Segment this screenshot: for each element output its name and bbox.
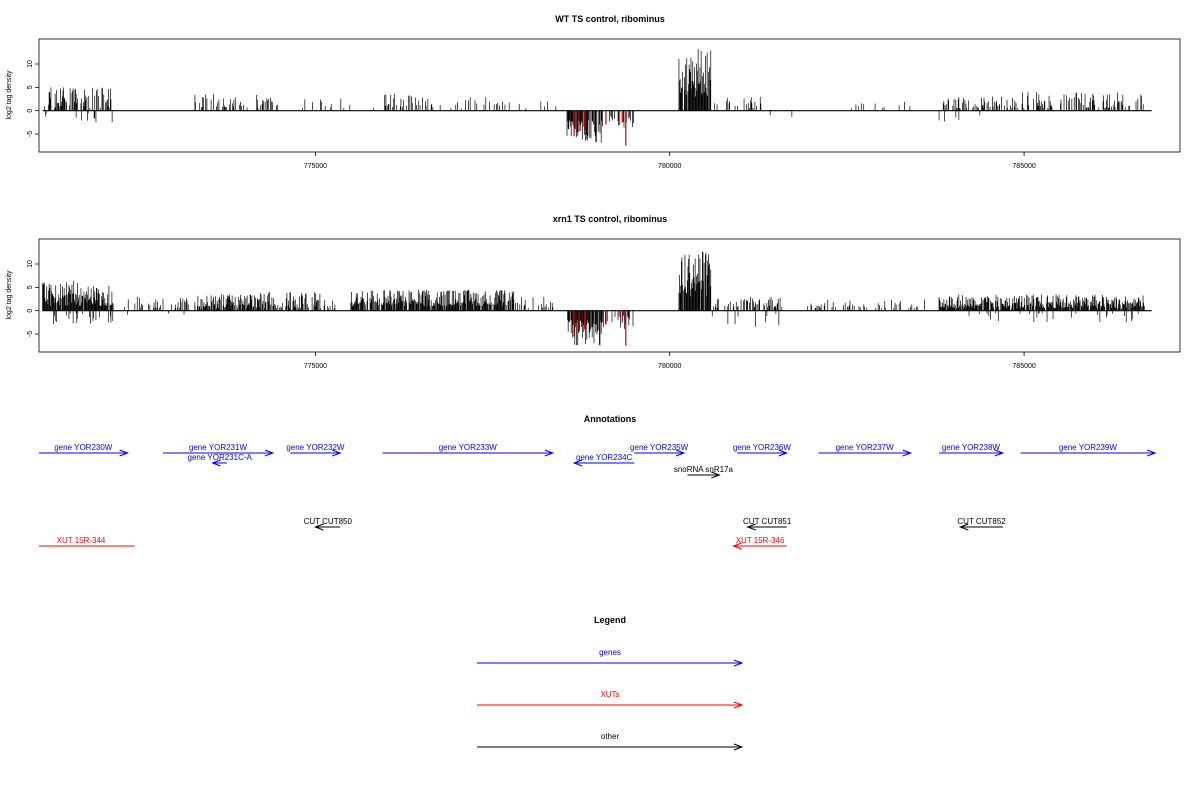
y-tick-label: -5 [27, 131, 34, 137]
annotation-feature: gene YOR237W [818, 443, 913, 457]
arrow-head [733, 743, 744, 751]
y-tick-label: 0 [27, 109, 34, 113]
annotation-feature: CUT CUT851 [743, 517, 792, 531]
x-tick-label: 780000 [658, 163, 681, 170]
axes-xrn1: -5 0 5 10 775000 780000 785000 [27, 260, 1036, 370]
arrow-head [264, 449, 275, 457]
y-axis-label-wt: log2 tag density [6, 70, 13, 120]
axes-wt: -5 0 5 10 775000 780000 785000 [27, 60, 1036, 170]
annotation-feature: gene YOR231W [163, 443, 275, 457]
legend-items: genes XUTs other [477, 648, 744, 751]
annotation-label: gene YOR234C [576, 453, 633, 462]
signal-bars-wt [42, 49, 1152, 146]
arrow-head [778, 449, 789, 457]
x-tick-label: 775000 [304, 163, 327, 170]
arrow-head [313, 523, 324, 531]
arrow-head [211, 459, 221, 467]
panel-wt: WT TS control, ribominus log2 tag densit… [6, 14, 1181, 170]
annotation-feature: gene YOR232W [286, 443, 345, 457]
annotation-feature: gene YOR234C [572, 453, 635, 467]
x-tick-label: 785000 [1012, 163, 1035, 170]
legend-label: other [601, 732, 620, 741]
plot-frame-xrn1 [38, 238, 1181, 353]
annotation-label: gene YOR239W [1059, 443, 1118, 452]
y-axis-label-xrn1: log2 tag density [6, 270, 13, 320]
panel-title-xrn1: xrn1 TS control, ribominus [553, 214, 668, 224]
y-tick-label: 0 [27, 309, 34, 313]
annotation-label: gene YOR236W [733, 443, 792, 452]
signal-bars-xrn1 [42, 251, 1152, 346]
annotation-label: XUT 15R-344 [57, 536, 106, 545]
x-tick-label: 775000 [304, 363, 327, 370]
panel-xrn1: xrn1 TS control, ribominus log2 tag dens… [6, 214, 1181, 370]
legend-item-other: other [477, 732, 744, 751]
annotation-label: gene YOR233W [439, 443, 498, 452]
annotation-label: CUT CUT851 [743, 517, 792, 526]
arrow-head [711, 471, 721, 479]
annotation-label: gene YOR230W [54, 443, 113, 452]
legend-label: genes [599, 648, 621, 657]
annotations-track: Annotations gene YOR230W gene YOR231Wgene… [39, 414, 1157, 550]
arrow-head [572, 459, 583, 467]
y-tick-label: -5 [27, 331, 34, 337]
legend-item-xuts: XUTs [477, 690, 744, 709]
legend-title: Legend [594, 615, 626, 625]
annotation-feature: XUT 15R-344 [39, 536, 135, 547]
annotation-feature: CUT CUT852 [957, 517, 1006, 531]
annotation-feature: gene YOR233W [382, 443, 555, 457]
annotation-feature: gene YOR235W [630, 443, 689, 457]
arrow-head [1147, 449, 1157, 457]
arrow-head [732, 542, 742, 550]
panel-title-wt: WT TS control, ribominus [555, 14, 665, 24]
arrow-head [119, 449, 130, 457]
annotation-feature: gene YOR236W [733, 443, 792, 457]
annotation-label: gene YOR231W [189, 443, 248, 452]
arrow-head [902, 449, 913, 457]
annotation-label: XUT 15R-346 [736, 536, 785, 545]
annotation-label: snoRNA snR17a [674, 465, 734, 474]
annotation-label: CUT CUT852 [957, 517, 1006, 526]
annotation-feature: CUT CUT850 [304, 517, 353, 531]
plot-frame-wt [38, 38, 1181, 153]
annotation-feature: gene YOR239W [1020, 443, 1157, 457]
legend-item-genes: genes [477, 648, 744, 667]
legend-label: XUTs [600, 690, 619, 699]
annotation-label: gene YOR238W [942, 443, 1001, 452]
annotation-feature: gene YOR231C-A [188, 453, 253, 467]
annotation-feature: snoRNA snR17a [674, 465, 734, 479]
arrow-head [332, 449, 342, 457]
annotation-label: CUT CUT850 [304, 517, 353, 526]
annotation-label: gene YOR237W [836, 443, 895, 452]
annotation-feature: XUT 15R-346 [732, 536, 787, 550]
annotation-feature: gene YOR238W [939, 443, 1005, 457]
y-tick-label: 10 [27, 60, 34, 68]
arrow-head [746, 523, 756, 531]
legend: Legend genes XUTs other [477, 615, 744, 751]
arrow-head [994, 449, 1005, 457]
annotation-feature: gene YOR230W [39, 443, 130, 457]
arrow-head [675, 449, 686, 457]
annotation-label: gene YOR231C-A [188, 453, 253, 462]
arrow-head [733, 659, 744, 667]
arrow-head [544, 449, 555, 457]
arrow-head [958, 523, 969, 531]
y-tick-label: 5 [27, 85, 34, 89]
x-tick-label: 780000 [658, 363, 681, 370]
annotation-label: gene YOR235W [630, 443, 689, 452]
y-tick-label: 5 [27, 285, 34, 289]
arrow-head [733, 701, 744, 709]
y-tick-label: 10 [27, 260, 34, 268]
x-tick-label: 785000 [1012, 363, 1035, 370]
annotation-label: gene YOR232W [286, 443, 345, 452]
annotations-title: Annotations [584, 414, 637, 424]
